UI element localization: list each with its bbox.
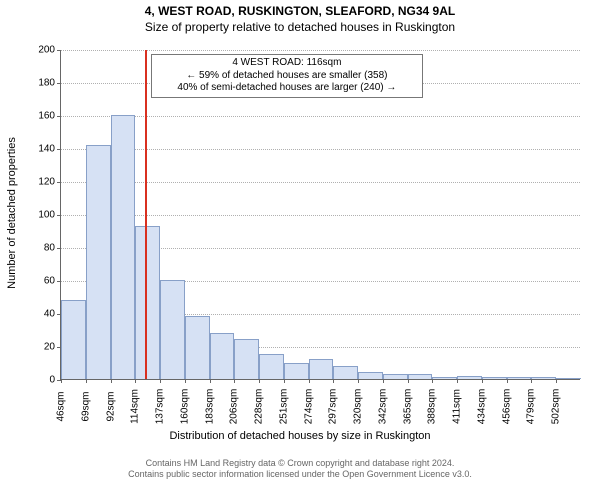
plot-area: 02040608010012014016018020046sqm69sqm92s… bbox=[60, 50, 580, 380]
histogram-bar bbox=[210, 333, 235, 379]
histogram-bar bbox=[234, 339, 259, 379]
histogram-bar bbox=[457, 376, 482, 379]
x-tick-label: 92sqm bbox=[105, 391, 116, 421]
x-tick-mark bbox=[86, 379, 87, 383]
histogram-bar bbox=[383, 374, 408, 379]
x-tick-label: 342sqm bbox=[377, 389, 388, 425]
title-text: 4, WEST ROAD, RUSKINGTON, SLEAFORD, NG34… bbox=[145, 4, 455, 18]
histogram-bar bbox=[185, 316, 210, 379]
histogram-bar bbox=[333, 366, 358, 379]
x-tick-label: 274sqm bbox=[303, 389, 314, 425]
x-tick-mark bbox=[135, 379, 136, 383]
x-tick-label: 206sqm bbox=[229, 389, 240, 425]
x-tick-mark bbox=[160, 379, 161, 383]
x-tick-mark bbox=[284, 379, 285, 383]
histogram-bar bbox=[482, 377, 507, 379]
histogram-bar bbox=[86, 145, 111, 379]
x-tick-label: 388sqm bbox=[427, 389, 438, 425]
y-tick-label: 60 bbox=[44, 276, 61, 287]
histogram-bar bbox=[531, 377, 556, 379]
x-tick-mark bbox=[358, 379, 359, 383]
annotation-line: 4 WEST ROAD: 116sqm bbox=[156, 57, 418, 70]
x-tick-label: 479sqm bbox=[526, 389, 537, 425]
x-axis-label-text: Distribution of detached houses by size … bbox=[169, 430, 430, 442]
histogram-bar bbox=[556, 378, 581, 379]
x-tick-mark bbox=[383, 379, 384, 383]
subtitle-text: Size of property relative to detached ho… bbox=[145, 20, 455, 34]
y-axis-label: Number of detached properties bbox=[6, 133, 18, 293]
histogram-bar bbox=[408, 374, 433, 379]
x-tick-mark bbox=[482, 379, 483, 383]
x-tick-label: 137sqm bbox=[155, 389, 166, 425]
x-tick-mark bbox=[556, 379, 557, 383]
grid-line bbox=[61, 215, 580, 216]
histogram-bar bbox=[507, 377, 532, 379]
histogram-bar bbox=[358, 372, 383, 379]
x-tick-label: 183sqm bbox=[204, 389, 215, 425]
histogram-bar bbox=[61, 300, 86, 379]
histogram-bar bbox=[309, 359, 334, 379]
x-tick-label: 160sqm bbox=[179, 389, 190, 425]
y-tick-label: 100 bbox=[38, 210, 61, 221]
chart-container: 4, WEST ROAD, RUSKINGTON, SLEAFORD, NG34… bbox=[0, 0, 600, 500]
histogram-bar bbox=[432, 377, 457, 379]
y-tick-label: 180 bbox=[38, 78, 61, 89]
annotation-line: ← 59% of detached houses are smaller (35… bbox=[156, 70, 418, 83]
x-tick-label: 411sqm bbox=[452, 389, 463, 424]
y-tick-label: 140 bbox=[38, 144, 61, 155]
x-tick-mark bbox=[61, 379, 62, 383]
x-tick-mark bbox=[531, 379, 532, 383]
x-tick-mark bbox=[309, 379, 310, 383]
y-tick-label: 200 bbox=[38, 45, 61, 56]
x-tick-label: 365sqm bbox=[402, 389, 413, 425]
grid-line bbox=[61, 50, 580, 51]
histogram-bar bbox=[111, 115, 136, 379]
histogram-bar bbox=[259, 354, 284, 379]
y-tick-label: 120 bbox=[38, 177, 61, 188]
x-tick-label: 456sqm bbox=[501, 389, 512, 425]
page-title: 4, WEST ROAD, RUSKINGTON, SLEAFORD, NG34… bbox=[0, 4, 600, 18]
x-tick-label: 502sqm bbox=[551, 389, 562, 425]
x-tick-label: 46sqm bbox=[56, 391, 67, 421]
x-tick-label: 69sqm bbox=[80, 391, 91, 421]
y-axis-label-text: Number of detached properties bbox=[6, 137, 18, 289]
x-tick-mark bbox=[234, 379, 235, 383]
footer-line-2: Contains public sector information licen… bbox=[0, 469, 600, 480]
grid-line bbox=[61, 149, 580, 150]
histogram-bar bbox=[160, 280, 185, 379]
x-tick-label: 297sqm bbox=[328, 389, 339, 425]
grid-line bbox=[61, 116, 580, 117]
x-tick-mark bbox=[507, 379, 508, 383]
y-tick-label: 40 bbox=[44, 309, 61, 320]
y-tick-label: 160 bbox=[38, 111, 61, 122]
marker-line bbox=[145, 50, 147, 379]
x-tick-label: 228sqm bbox=[254, 389, 265, 425]
x-tick-label: 320sqm bbox=[353, 389, 364, 425]
x-tick-mark bbox=[111, 379, 112, 383]
x-tick-mark bbox=[457, 379, 458, 383]
x-tick-mark bbox=[408, 379, 409, 383]
page-subtitle: Size of property relative to detached ho… bbox=[0, 20, 600, 34]
x-tick-mark bbox=[432, 379, 433, 383]
y-tick-label: 80 bbox=[44, 243, 61, 254]
histogram-bar bbox=[135, 226, 160, 379]
footer: Contains HM Land Registry data © Crown c… bbox=[0, 458, 600, 481]
annotation-line: 40% of semi-detached houses are larger (… bbox=[156, 82, 418, 95]
x-tick-mark bbox=[210, 379, 211, 383]
x-tick-label: 114sqm bbox=[130, 389, 141, 424]
annotation-box: 4 WEST ROAD: 116sqm← 59% of detached hou… bbox=[151, 54, 423, 98]
footer-line-1: Contains HM Land Registry data © Crown c… bbox=[0, 458, 600, 469]
x-tick-mark bbox=[333, 379, 334, 383]
x-axis-label: Distribution of detached houses by size … bbox=[0, 430, 600, 442]
x-tick-label: 251sqm bbox=[278, 389, 289, 425]
x-tick-mark bbox=[259, 379, 260, 383]
y-tick-label: 0 bbox=[49, 375, 61, 386]
histogram-bar bbox=[284, 363, 309, 380]
x-tick-label: 434sqm bbox=[476, 389, 487, 425]
grid-line bbox=[61, 182, 580, 183]
y-tick-label: 20 bbox=[44, 342, 61, 353]
x-tick-mark bbox=[185, 379, 186, 383]
